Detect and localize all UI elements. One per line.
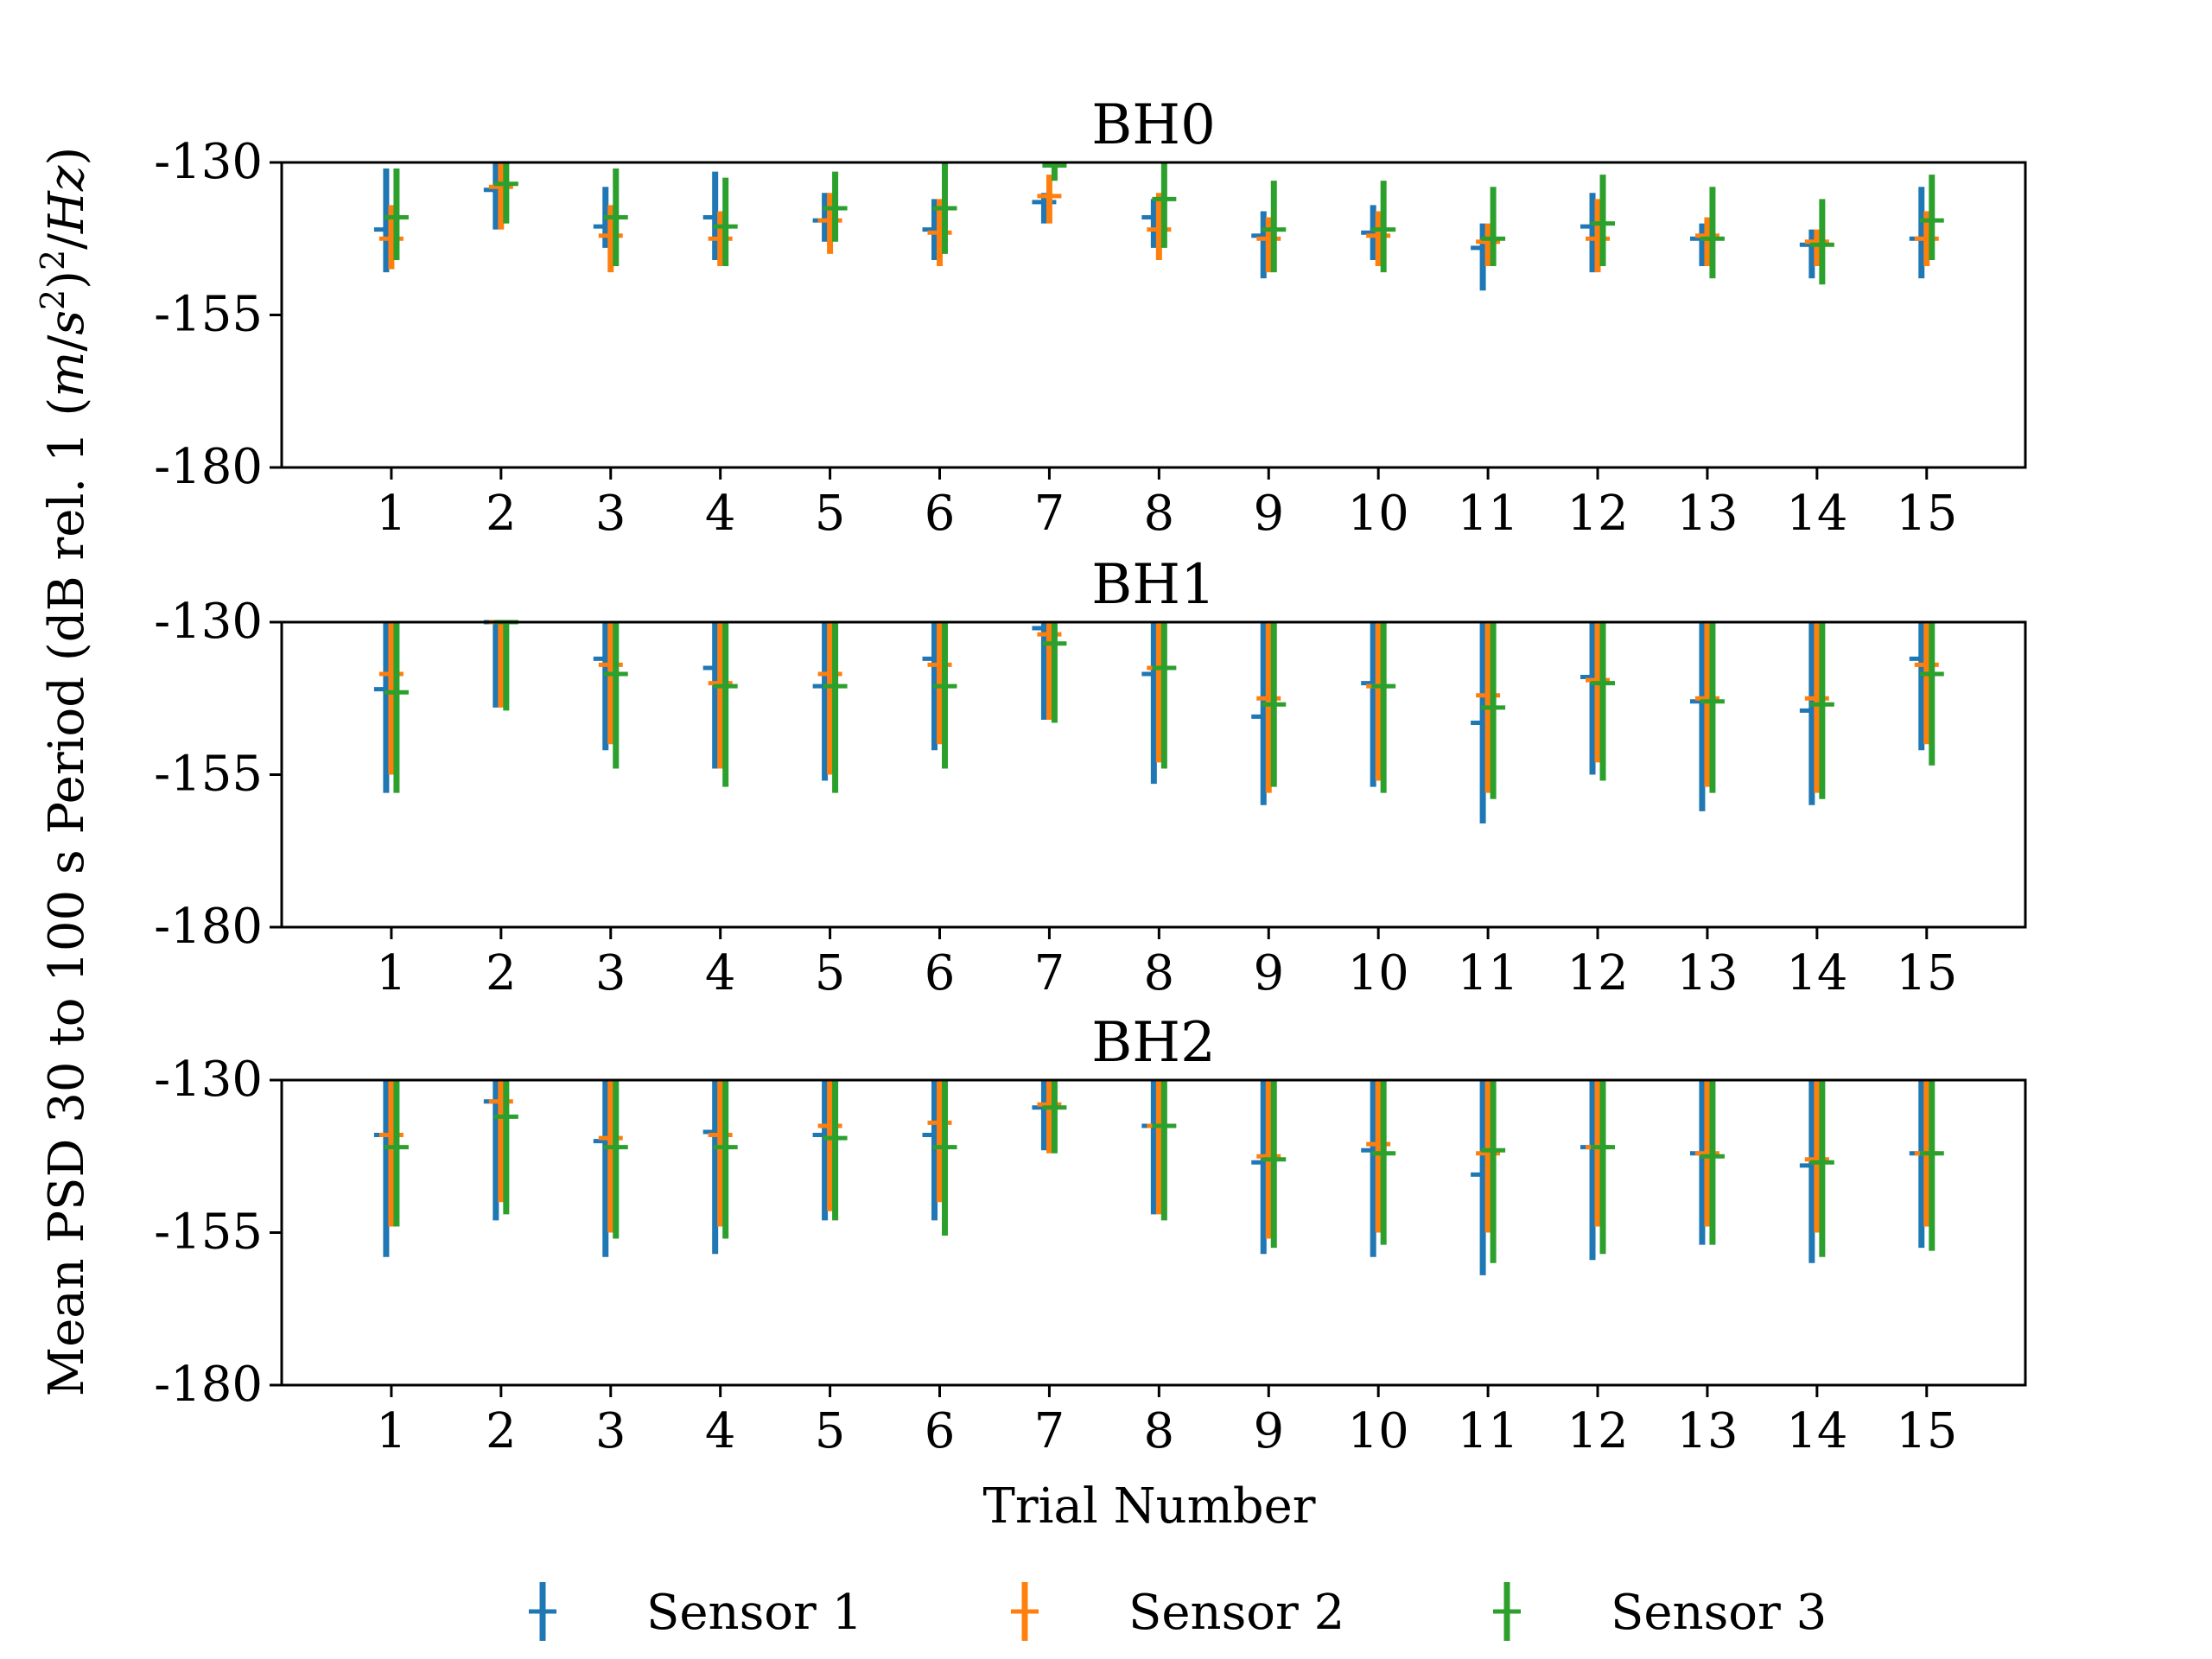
x-tick-label: 5	[815, 945, 846, 1001]
x-tick-label: 10	[1348, 1403, 1409, 1459]
x-tick-label: 9	[1253, 486, 1284, 542]
x-tick-label: 4	[705, 486, 736, 542]
x-tick-label: 9	[1253, 1403, 1284, 1459]
x-tick-label: 14	[1786, 486, 1847, 542]
y-tick-label: -180	[154, 1357, 263, 1413]
x-tick-label: 3	[595, 486, 626, 542]
x-tick-label: 1	[376, 945, 407, 1001]
legend-item: Sensor 2	[1011, 1582, 1344, 1641]
x-tick-label: 6	[925, 945, 956, 1001]
x-tick-label: 13	[1676, 1403, 1738, 1459]
x-tick-label: 10	[1348, 945, 1409, 1001]
x-tick-label: 11	[1457, 945, 1518, 1001]
x-tick-label: 5	[815, 486, 846, 542]
legend-item: Sensor 1	[529, 1582, 862, 1641]
legend-label: Sensor 2	[1128, 1585, 1344, 1641]
x-axis-label: Trial Number	[982, 1478, 1315, 1535]
y-tick-label: -155	[154, 287, 263, 343]
x-tick-label: 7	[1034, 486, 1065, 542]
x-tick-label: 11	[1457, 1403, 1518, 1459]
x-tick-label: 4	[705, 945, 736, 1001]
axes-frame	[280, 620, 2027, 929]
x-tick-label: 1	[376, 486, 407, 542]
x-tick-label: 2	[486, 1403, 517, 1459]
x-tick-label: 15	[1896, 945, 1957, 1001]
x-tick-label: 3	[595, 945, 626, 1001]
y-tick-label: -130	[154, 134, 263, 190]
series-sensor-3	[384, 1080, 1944, 1263]
x-tick-label: 8	[1144, 1403, 1175, 1459]
series-sensor-2	[378, 1080, 1939, 1239]
x-tick-label: 6	[925, 1403, 956, 1459]
y-tick-label: -155	[154, 747, 263, 803]
y-tick-label: -130	[154, 1052, 263, 1108]
x-tick-label: 8	[1144, 945, 1175, 1001]
series-sensor-3	[384, 162, 1944, 285]
x-tick-label: 9	[1253, 945, 1284, 1001]
x-tick-label: 12	[1567, 1403, 1628, 1459]
y-tick-label: -180	[154, 439, 263, 495]
x-tick-label: 5	[815, 1403, 846, 1459]
x-tick-label: 10	[1348, 486, 1409, 542]
y-tick-label: -155	[154, 1205, 263, 1261]
x-tick-label: 7	[1034, 945, 1065, 1001]
legend-label: Sensor 1	[646, 1585, 862, 1641]
x-tick-label: 15	[1896, 1403, 1957, 1459]
x-tick-label: 2	[486, 486, 517, 542]
x-tick-label: 12	[1567, 945, 1628, 1001]
x-tick-label: 2	[486, 945, 517, 1001]
y-tick-label: -130	[154, 594, 263, 650]
x-tick-label: 12	[1567, 486, 1628, 542]
x-tick-label: 13	[1676, 945, 1738, 1001]
x-tick-label: 13	[1676, 486, 1738, 542]
x-tick-label: 14	[1786, 945, 1847, 1001]
legend: Sensor 1 Sensor 2 Sensor 3	[529, 1582, 1827, 1641]
panel-title: BH1	[1091, 553, 1216, 617]
x-tick-label: 14	[1786, 1403, 1847, 1459]
x-tick-label: 6	[925, 486, 956, 542]
series-sensor-1	[373, 1080, 1934, 1275]
x-tick-label: 1	[376, 1403, 407, 1459]
series-sensor-2	[378, 162, 1939, 273]
axes-frame	[280, 1078, 2027, 1387]
x-tick-label: 11	[1457, 486, 1518, 542]
panel-title: BH0	[1091, 93, 1216, 157]
y-axis-label: Mean PSD 30 to 100 s Period (dB rel. 1 (…	[34, 147, 95, 1397]
axes-frame	[280, 161, 2027, 469]
x-tick-label: 3	[595, 1403, 626, 1459]
legend-item: Sensor 3	[1493, 1582, 1827, 1641]
legend-label: Sensor 3	[1611, 1585, 1827, 1641]
x-tick-label: 15	[1896, 486, 1957, 542]
x-tick-label: 8	[1144, 486, 1175, 542]
x-tick-label: 4	[705, 1403, 736, 1459]
y-tick-label: -180	[154, 899, 263, 955]
panel-title: BH2	[1091, 1011, 1216, 1075]
series-sensor-3	[384, 620, 1944, 799]
x-tick-label: 7	[1034, 1403, 1065, 1459]
